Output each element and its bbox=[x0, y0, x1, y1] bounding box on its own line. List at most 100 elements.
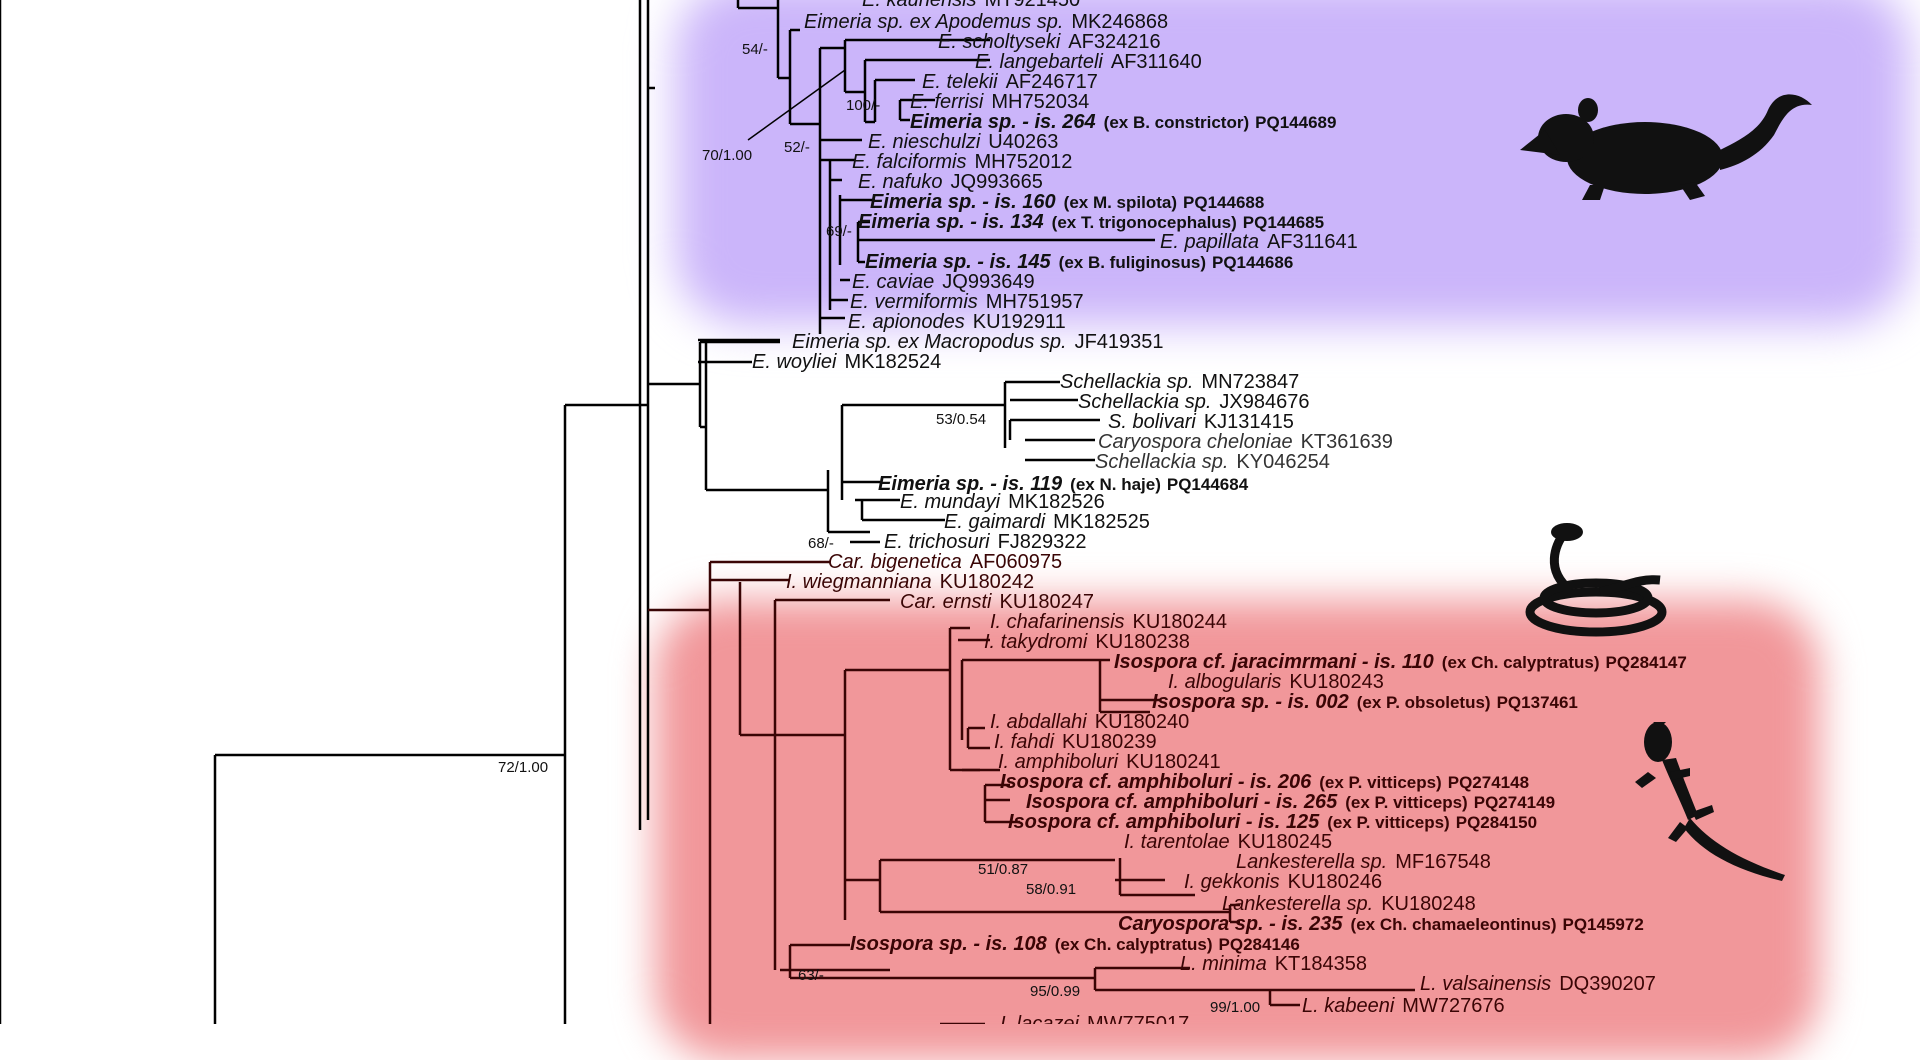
node-support: 99/1.00 bbox=[1210, 999, 1260, 1016]
tip-label-part: Schellackia sp. bbox=[1078, 391, 1211, 413]
tip-label-part: (ex P. vitticeps) bbox=[1319, 773, 1442, 792]
reptile-clade-highlight bbox=[655, 600, 1820, 1060]
tip-label-part: (ex P. vitticeps) bbox=[1345, 793, 1468, 812]
tip-label-new-isolate: Isospora sp. - is. 108 (ex Ch. calyptratu… bbox=[850, 933, 1300, 955]
tip-label-part: L. minima bbox=[1180, 953, 1267, 975]
tip-label-part: AF324216 bbox=[1068, 31, 1160, 53]
tip-label-part: E. papillata bbox=[1160, 231, 1259, 253]
tip-label-part: Eimeria sp. - is. 134 bbox=[858, 211, 1044, 233]
node-support: 100/- bbox=[846, 97, 880, 114]
tip-label: Lankesterella sp. KU180248 bbox=[1222, 893, 1476, 915]
tip-label-new-isolate: Eimeria sp. - is. 264 (ex B. constrictor)… bbox=[910, 111, 1336, 133]
tip-label-part: JX984676 bbox=[1219, 391, 1309, 413]
tip-label-part: Isospora cf. amphiboluri - is. 265 bbox=[1026, 791, 1338, 813]
tip-label: Schellackia sp. KY046254 bbox=[1095, 451, 1330, 473]
tip-label-part: I. wiegmanniana bbox=[786, 571, 932, 593]
tip-label-part: (ex P. obsoletus) bbox=[1357, 693, 1491, 712]
tip-label-part: I. takydromi bbox=[984, 631, 1088, 653]
tip-label: Schellackia sp. JX984676 bbox=[1078, 391, 1309, 413]
tip-label-part: MK182524 bbox=[844, 351, 941, 373]
tip-label-part: Eimeria sp. - is. 264 bbox=[910, 111, 1096, 133]
tip-label: I. abdallahi KU180240 bbox=[990, 711, 1189, 733]
tip-label: E. woyliei MK182524 bbox=[752, 351, 941, 373]
tip-label-part: E. gaimardi bbox=[944, 511, 1046, 533]
lizard-silhouette-icon bbox=[1635, 722, 1785, 881]
tip-label-new-isolate: Eimeria sp. - is. 145 (ex B. fuliginosus)… bbox=[865, 251, 1293, 273]
tip-label: E. mundayi MK182526 bbox=[900, 491, 1105, 513]
tip-label-part: Isospora sp. - is. 108 bbox=[850, 933, 1048, 955]
tip-label-part: U40263 bbox=[988, 131, 1058, 153]
tip-label-new-isolate: Eimeria sp. - is. 134 (ex T. trigonocepha… bbox=[858, 211, 1324, 233]
tip-label-new-isolate: Isospora cf. amphiboluri - is. 125 (ex P.… bbox=[1008, 811, 1537, 833]
tip-label-part: L. valsainensis bbox=[1420, 973, 1551, 995]
tip-label-part: PQ144689 bbox=[1255, 113, 1336, 132]
tip-label-part: KU180244 bbox=[1133, 611, 1228, 633]
tip-label-part: JQ993665 bbox=[951, 171, 1043, 193]
tip-label: I. lacazei MW775017 bbox=[1000, 1013, 1189, 1024]
tip-label-part: Isospora cf. amphiboluri - is. 206 bbox=[1000, 771, 1312, 793]
tip-label-part: E. woyliei bbox=[752, 351, 837, 373]
node-support: 54/- bbox=[742, 41, 768, 58]
node-support: 63/- bbox=[798, 967, 824, 984]
tip-label-part: L. kabeeni bbox=[1302, 995, 1395, 1017]
tip-label-part: MN723847 bbox=[1201, 371, 1299, 393]
tip-label-new-isolate: Isospora cf. amphiboluri - is. 265 (ex P.… bbox=[1026, 791, 1555, 813]
tip-label-part: MH752034 bbox=[991, 91, 1089, 113]
tip-label-part: E. nafuko bbox=[858, 171, 943, 193]
tip-label-part: Eimeria sp. ex Macropodus sp. bbox=[792, 331, 1067, 353]
tip-label-part: (ex Ch. calyptratus) bbox=[1442, 653, 1600, 672]
tip-label-part: PQ137461 bbox=[1497, 693, 1578, 712]
tip-label-new-isolate: Caryospora sp. - is. 235 (ex Ch. chamaele… bbox=[1118, 913, 1644, 935]
tip-label: I. albogularis KU180243 bbox=[1168, 671, 1384, 693]
tip-label: I. amphiboluri KU180241 bbox=[998, 751, 1221, 773]
node-support: 95/0.99 bbox=[1030, 983, 1080, 1000]
tip-label-part: AF246717 bbox=[1006, 71, 1098, 93]
tip-label-part: E. telekii bbox=[922, 71, 998, 93]
tip-label-part: PQ284147 bbox=[1606, 653, 1687, 672]
tip-label-part: I. albogularis bbox=[1168, 671, 1281, 693]
tip-label-part: Car. ernsti bbox=[900, 591, 992, 613]
tip-label-part: Schellackia sp. bbox=[1060, 371, 1193, 393]
tip-label-new-isolate: Isospora cf. amphiboluri - is. 206 (ex P.… bbox=[1000, 771, 1529, 793]
tip-label: I. chafarinensis KU180244 bbox=[990, 611, 1227, 633]
tip-label-part: AF311641 bbox=[1267, 231, 1358, 253]
node-support: 51/0.87 bbox=[978, 861, 1028, 878]
tip-label-part: MK182525 bbox=[1053, 511, 1150, 533]
tip-label-part: S. bolivari bbox=[1108, 411, 1196, 433]
tip-label-part: I. fahdi bbox=[994, 731, 1055, 753]
tip-label-part: MK246868 bbox=[1071, 11, 1168, 33]
tip-label-part: I. chafarinensis bbox=[990, 611, 1125, 633]
tip-label-part: E. falciformis bbox=[852, 151, 966, 173]
tip-label: E. scholtyseki AF324216 bbox=[938, 31, 1161, 53]
tip-label-part: I. abdallahi bbox=[990, 711, 1087, 733]
tip-label-part: Car. bigenetica bbox=[828, 551, 962, 573]
tip-label-part: (ex T. trigonocephalus) bbox=[1052, 213, 1237, 232]
tip-label-part: KU180245 bbox=[1238, 831, 1333, 853]
tree-diagram: E. kaunensis MT921450 Eimeria sp. ex Apod… bbox=[0, 0, 1812, 1024]
tip-label: E. trichosuri FJ829322 bbox=[884, 531, 1087, 553]
tip-label: I. takydromi KU180238 bbox=[984, 631, 1190, 653]
tip-label-part: E. caviae bbox=[852, 271, 934, 293]
node-support: 58/0.91 bbox=[1026, 881, 1076, 898]
tip-label-part: Isospora sp. - is. 002 bbox=[1152, 691, 1349, 713]
tip-label-part: I. lacazei bbox=[1000, 1013, 1079, 1024]
tip-label-part: KT361639 bbox=[1301, 431, 1393, 453]
tip-label-part: Caryospora cheloniae bbox=[1098, 431, 1293, 453]
tip-label-part: MH752012 bbox=[974, 151, 1072, 173]
tip-label-part: PQ144685 bbox=[1243, 213, 1324, 232]
tip-label-part: KU180238 bbox=[1095, 631, 1190, 653]
tip-label-part: Eimeria sp. - is. 145 bbox=[865, 251, 1052, 273]
snake-head-icon bbox=[1551, 523, 1583, 541]
tip-labels-lower: Car. bigenetica AF060975 I. wiegmanniana K… bbox=[786, 551, 1687, 1024]
tip-label-part: MT921450 bbox=[985, 0, 1081, 11]
tip-label-part: KU180239 bbox=[1062, 731, 1157, 753]
tip-label: E. kaunensis MT921450 bbox=[862, 0, 1080, 11]
tip-label: E. vermiformis MH751957 bbox=[850, 291, 1084, 313]
tip-label-part: JQ993649 bbox=[942, 271, 1034, 293]
tip-label-part: PQ144686 bbox=[1212, 253, 1293, 272]
tip-label-part: Caryospora sp. - is. 235 bbox=[1118, 913, 1343, 935]
node-support: 69/- bbox=[826, 223, 852, 240]
tip-label: E. nieschulzi U40263 bbox=[868, 131, 1058, 153]
tip-label-part: KU180246 bbox=[1288, 871, 1383, 893]
